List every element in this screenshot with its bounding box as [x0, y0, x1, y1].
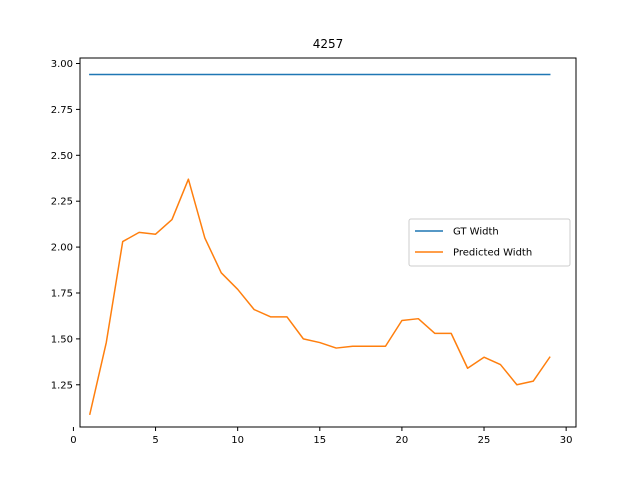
x-axis: 0 5 10 15 20 25 30: [70, 427, 573, 446]
series-layer: [88, 73, 551, 416]
x-tick-label: 20: [396, 435, 409, 446]
y-tick-label: 2.00: [51, 243, 73, 254]
legend-label-0: GT Width: [453, 227, 499, 238]
x-tick-label: 0: [70, 435, 76, 446]
x-tick-label: 30: [560, 435, 573, 446]
x-tick-label: 25: [478, 435, 491, 446]
series-line-1: [88, 178, 551, 416]
y-tick-label: 1.25: [51, 380, 73, 391]
x-tick-label: 10: [231, 435, 244, 446]
legend: GT Width Predicted Width: [408, 218, 571, 267]
y-tick-label: 2.25: [51, 197, 73, 208]
legend-label-1: Predicted Width: [453, 248, 532, 259]
x-tick-label: 5: [152, 435, 158, 446]
y-axis: 1.25 1.50 1.75 2.00 2.25 2.50 2.75 3.00: [51, 59, 80, 391]
y-tick-label: 2.50: [51, 151, 73, 162]
y-tick-label: 1.50: [51, 334, 73, 345]
plot-frame: [79, 57, 577, 428]
x-tick-label: 15: [313, 435, 326, 446]
y-tick-label: 3.00: [51, 59, 73, 70]
y-tick-label: 2.75: [51, 105, 73, 116]
legend-box: [408, 218, 571, 267]
chart-title: 4257: [313, 37, 344, 51]
y-tick-label: 1.75: [51, 288, 73, 299]
